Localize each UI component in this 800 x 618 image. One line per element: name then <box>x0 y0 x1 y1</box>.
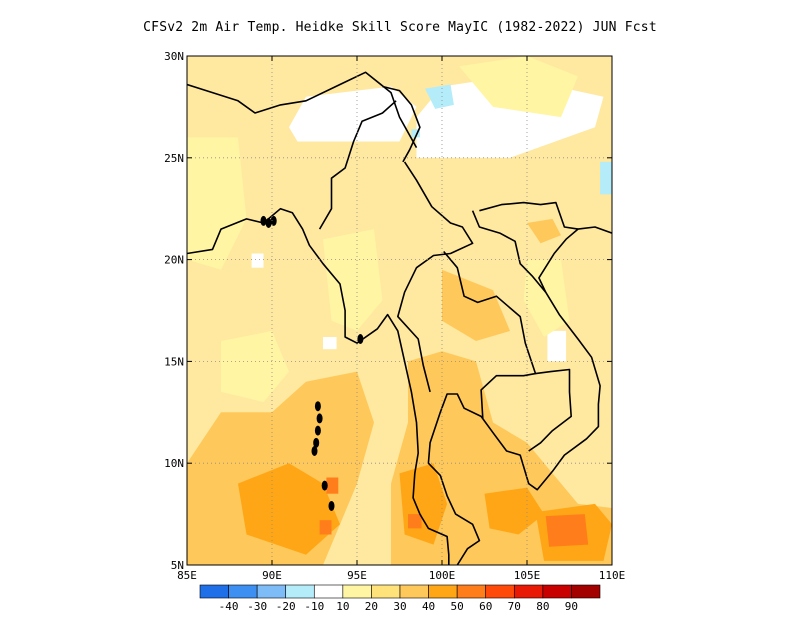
skill-region-17 <box>527 218 561 244</box>
coast-line-6 <box>471 210 547 293</box>
colorbar-swatch-8 <box>428 584 458 599</box>
colorbar-swatch-7 <box>399 584 429 599</box>
colorbar-label-6: 30 <box>393 600 406 613</box>
island-mark-7 <box>265 217 272 228</box>
y-tick-label-0: 5N <box>171 559 184 572</box>
colorbar-label-2: -20 <box>276 600 296 613</box>
coast-line-9 <box>382 85 421 163</box>
skill-region-5 <box>425 84 454 109</box>
colorbar-label-0: -40 <box>219 600 239 613</box>
colorbar-swatch-6 <box>371 584 401 599</box>
island-mark-8 <box>260 215 267 226</box>
colorbar-label-10: 70 <box>508 600 521 613</box>
island-mark-10 <box>357 334 364 345</box>
island-mark-4 <box>311 445 318 456</box>
colorbar-label-12: 90 <box>565 600 578 613</box>
island-mark-1 <box>316 413 323 424</box>
colorbar-swatch-5 <box>342 584 372 599</box>
coast-line-4 <box>397 161 474 393</box>
skill-region-3 <box>323 337 337 350</box>
skill-region-9 <box>187 137 247 270</box>
island-mark-3 <box>313 437 320 448</box>
colorbar-label-7: 40 <box>422 600 435 613</box>
y-tick-label-1: 10N <box>164 457 184 470</box>
colorbar-label-3: -10 <box>304 600 324 613</box>
coast-line-0 <box>187 71 418 148</box>
colorbar-swatch-4 <box>313 584 344 599</box>
lat-lon-grid <box>187 56 612 565</box>
colorbar-label-4: 10 <box>336 600 349 613</box>
x-tick-label-3: 100E <box>429 569 456 582</box>
colorbar-swatch-3 <box>285 584 315 599</box>
skill-region-25 <box>408 514 422 529</box>
skill-region-20 <box>484 487 544 535</box>
coast-line-2 <box>427 226 612 565</box>
skill-region-2 <box>251 253 264 268</box>
skill-region-11 <box>323 229 383 331</box>
coast-line-8 <box>528 368 572 452</box>
colorbar-swatch-2 <box>256 584 287 599</box>
skill-region-0 <box>289 86 417 142</box>
colorbar-swatch-0 <box>199 584 229 599</box>
axis-ticks: 85E 90E 95E 100E 105E 110E 5N 10N 15N 20N 25N 30N <box>164 50 625 582</box>
x-tick-label-5: 110E <box>599 569 626 582</box>
coast-line-3 <box>318 100 397 230</box>
y-tick-label-5: 30N <box>164 50 184 63</box>
map-title: CFSv2 2m Air Temp. Heidke Skill Score Ma… <box>143 20 657 35</box>
island-mark-0 <box>314 401 321 412</box>
x-tick-label-2: 95E <box>347 569 367 582</box>
colorbar-label-1: -30 <box>247 600 267 613</box>
colorbar-label-8: 50 <box>451 600 464 613</box>
colorbar-swatch-10 <box>485 584 515 599</box>
plot-frame <box>186 55 613 566</box>
skill-region-18 <box>238 463 340 555</box>
skill-region-12 <box>459 56 578 118</box>
colorbar-label-5: 20 <box>365 600 378 613</box>
skill-region-23 <box>326 477 339 494</box>
coastline-borders <box>187 71 612 565</box>
colorbar-swatch-9 <box>456 584 487 599</box>
colorbar-label-9: 60 <box>479 600 492 613</box>
island-mark-5 <box>321 480 328 491</box>
island-mark-2 <box>314 425 321 436</box>
island-mark-9 <box>270 215 277 226</box>
colorbar-swatch-13 <box>571 584 601 599</box>
island-mark-6 <box>328 500 335 511</box>
skill-region-7 <box>600 161 612 195</box>
skill-region-4 <box>547 330 567 362</box>
x-tick-label-4: 105E <box>514 569 541 582</box>
y-tick-label-2: 15N <box>164 355 184 368</box>
coast-line-7 <box>479 201 579 230</box>
x-tick-label-0: 85E <box>177 569 197 582</box>
colorbar-swatch-1 <box>228 584 258 599</box>
skill-region-22 <box>545 514 589 547</box>
colorbar-swatch-11 <box>513 584 544 599</box>
y-tick-label-4: 25N <box>164 152 184 165</box>
colorbar-swatch-12 <box>542 584 572 599</box>
colorbar-label-11: 80 <box>536 600 549 613</box>
y-tick-label-3: 20N <box>164 254 184 267</box>
skill-region-16 <box>442 269 510 341</box>
x-tick-label-1: 90E <box>262 569 282 582</box>
skill-region-24 <box>319 520 332 535</box>
coast-line-1 <box>187 207 450 565</box>
colorbar: -40 -30 -20 -10 10 20 30 40 50 60 70 80 90 <box>199 584 601 613</box>
coast-line-5 <box>443 250 537 419</box>
